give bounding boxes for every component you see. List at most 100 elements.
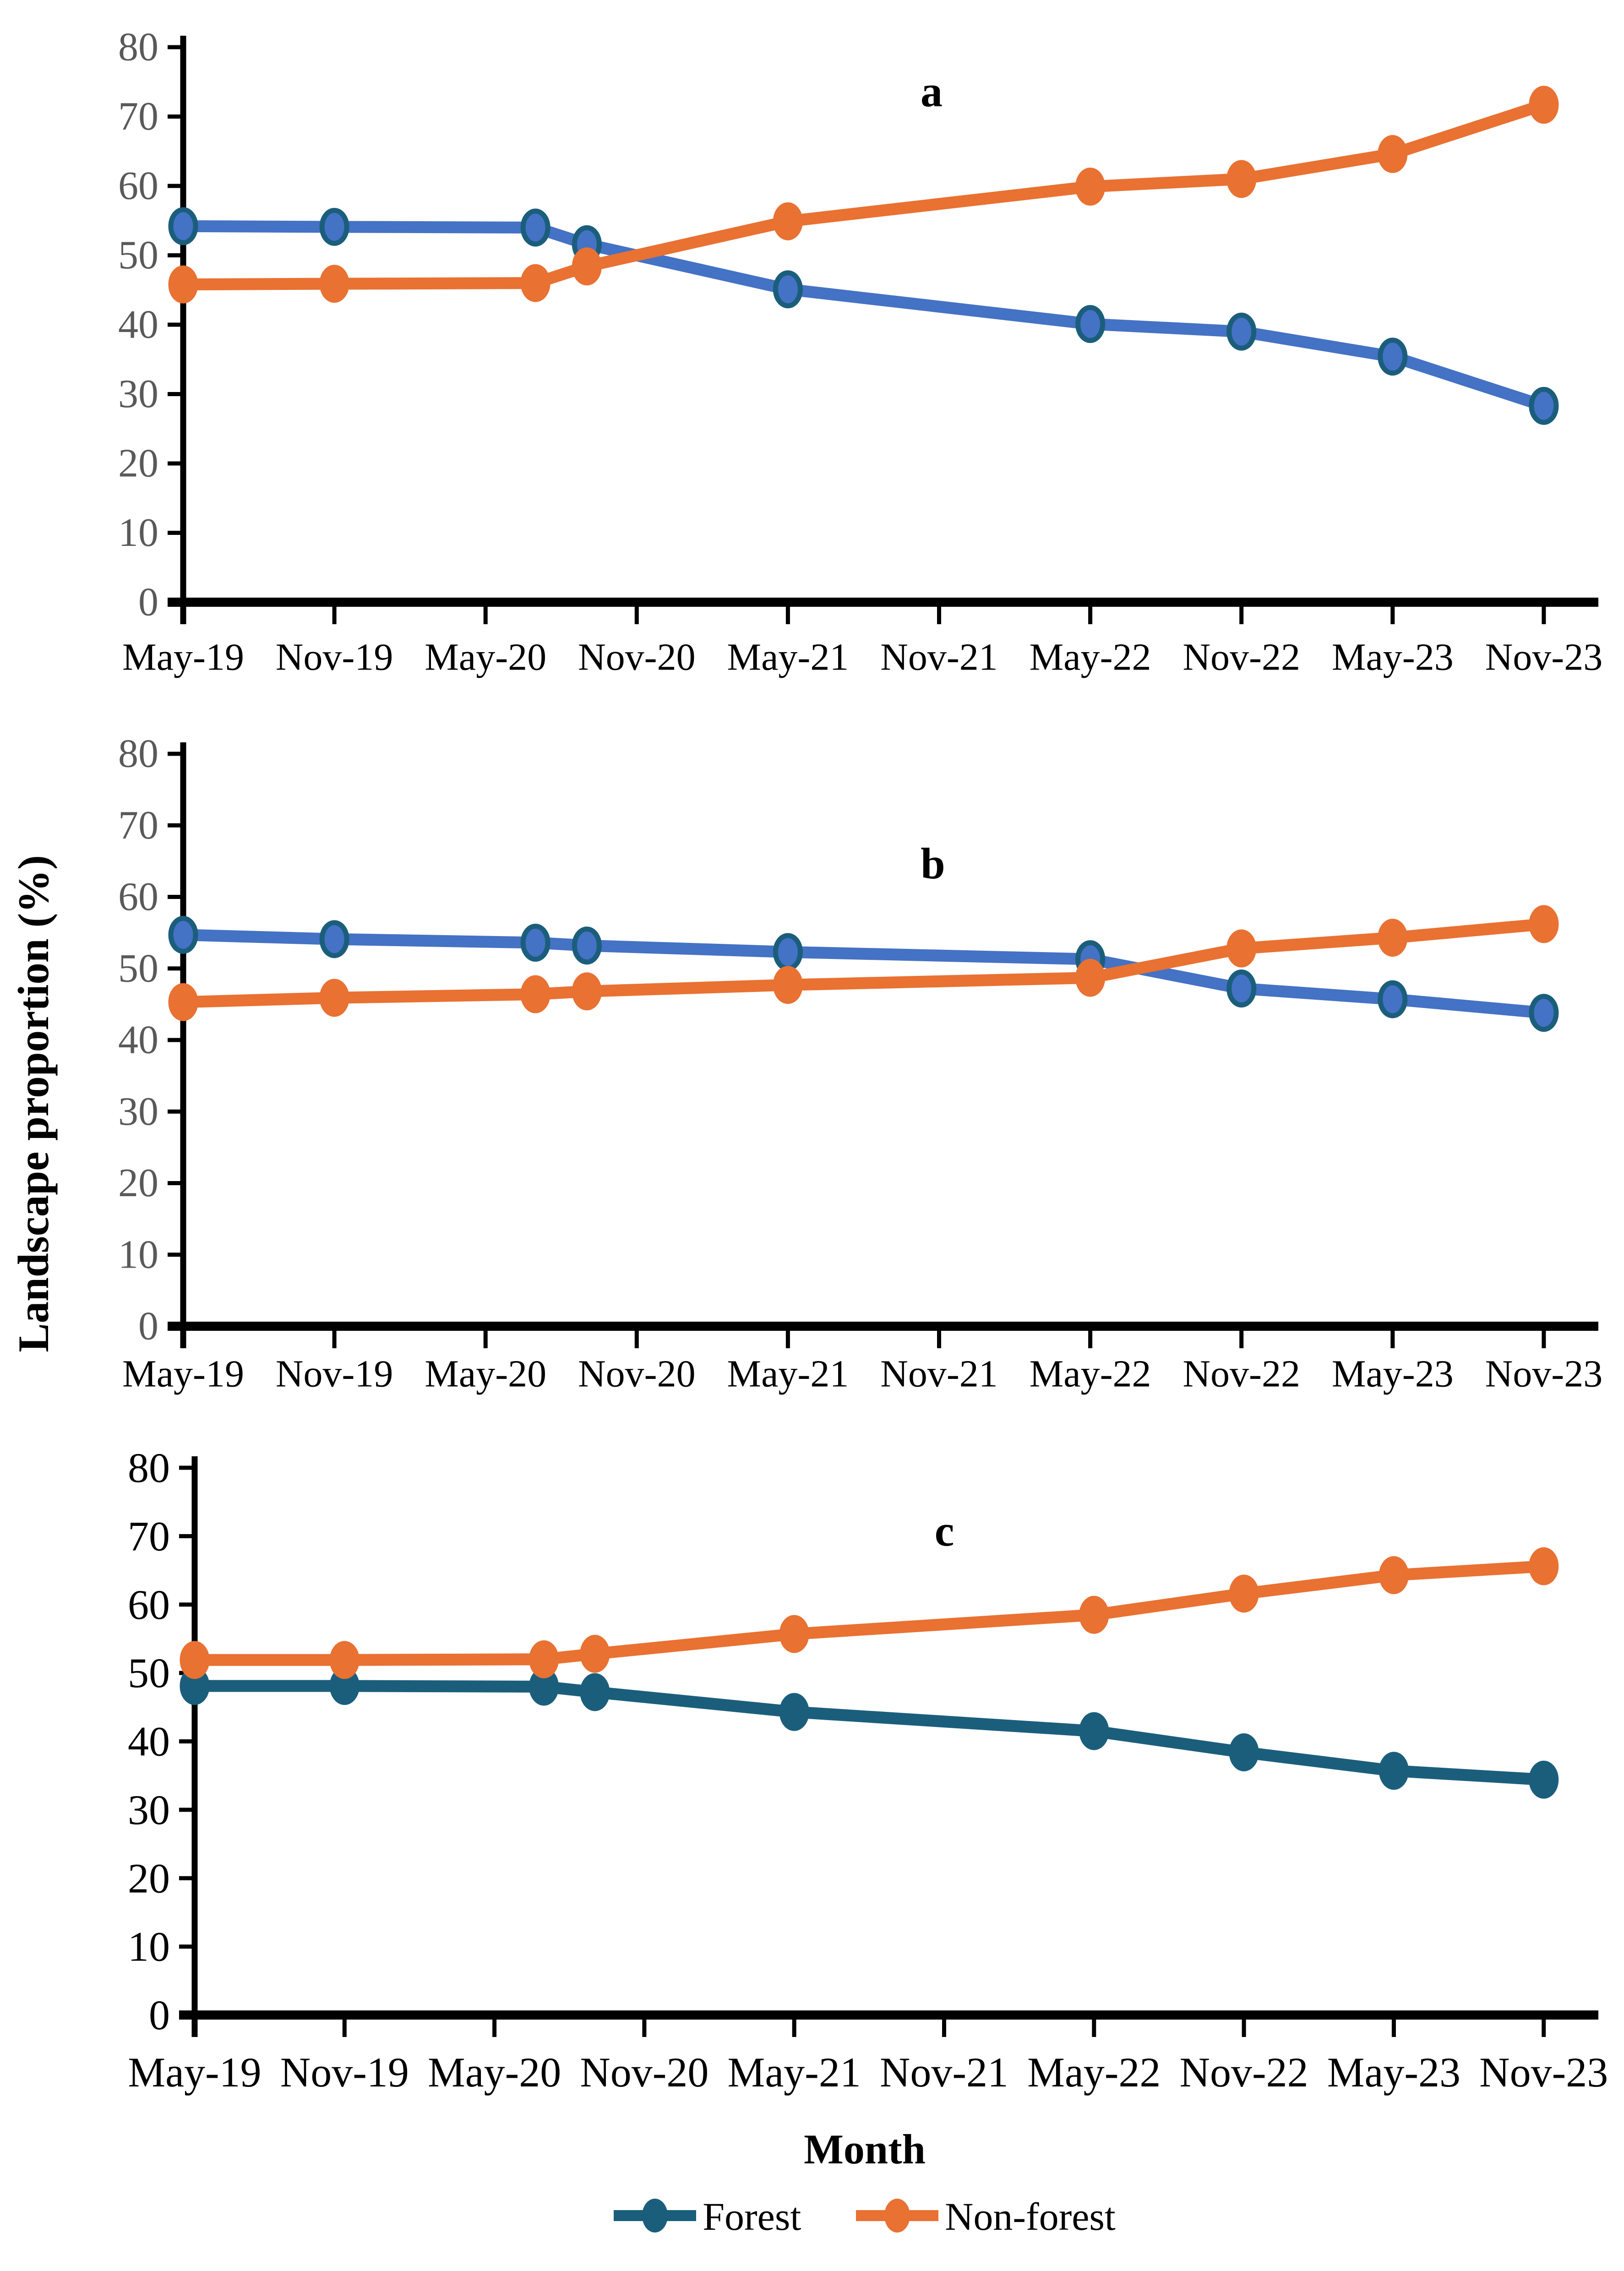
forest-marker xyxy=(1529,994,1559,1032)
forest-marker xyxy=(1075,305,1106,343)
forest-marker xyxy=(1379,1752,1409,1790)
non-forest-marker xyxy=(1378,919,1408,957)
x-tick-label: Nov-23 xyxy=(1485,1353,1603,1395)
panel-label-a: a xyxy=(921,67,943,116)
forest-marker xyxy=(1378,338,1408,376)
forest-marker xyxy=(1529,387,1559,425)
x-tick-label: Nov-21 xyxy=(880,1353,998,1395)
panel-label-b: b xyxy=(921,839,945,888)
y-axis-title: Landscape proportion (%) xyxy=(9,855,58,1352)
x-tick-label: May-19 xyxy=(122,636,244,679)
non-forest-marker xyxy=(1226,160,1257,198)
legend-label-forest: Forest xyxy=(703,2195,801,2238)
legend-item-non-forest: Non-forest xyxy=(856,2194,1116,2239)
y-tick-label: 50 xyxy=(118,233,158,278)
x-tick-label: May-22 xyxy=(1030,636,1151,679)
y-tick-label: 40 xyxy=(128,1718,170,1765)
non-forest-line-marker-icon xyxy=(856,2195,939,2238)
forest-marker xyxy=(1079,1712,1109,1750)
x-tick-label: May-22 xyxy=(1027,2049,1161,2096)
x-tick-label: May-23 xyxy=(1332,636,1454,679)
non-forest-marker xyxy=(1529,1547,1559,1585)
legend-label-non-forest: Non-forest xyxy=(945,2195,1116,2238)
chart-c: 0 10 20 30 40 50 60 70 80 May-19 Nov-19 May-20 Nov-2… xyxy=(128,1444,1608,2096)
y-tick-label: 80 xyxy=(118,732,158,776)
legend-swatch-marker xyxy=(642,2198,668,2233)
x-tick-label: Nov-21 xyxy=(880,2049,1008,2096)
non-forest-marker xyxy=(773,202,803,240)
x-tick-label: May-20 xyxy=(425,636,546,679)
x-axis-title: Month xyxy=(804,2126,926,2173)
y-tick-label: 10 xyxy=(118,511,158,555)
non-forest-marker xyxy=(572,247,602,286)
panel-label-c: c xyxy=(935,1506,954,1555)
y-tick-label: 70 xyxy=(128,1513,170,1559)
legend-swatch-svg xyxy=(614,2198,697,2233)
forest-marker xyxy=(168,207,198,245)
x-tick-label: May-19 xyxy=(128,2049,261,2096)
x-tick-label: Nov-22 xyxy=(1180,2049,1308,2096)
non-forest-marker xyxy=(529,1640,559,1678)
forest-marker xyxy=(1226,969,1257,1008)
non-forest-marker xyxy=(1079,1596,1109,1634)
x-tick-label: Nov-19 xyxy=(276,636,393,679)
y-tick-label: 0 xyxy=(138,1304,158,1349)
legend-swatch-marker xyxy=(884,2198,910,2233)
non-forest-line-a xyxy=(183,99,1546,291)
forest-marker xyxy=(319,920,349,959)
non-forest-marker xyxy=(1229,1574,1259,1613)
forest-marker xyxy=(773,270,803,309)
y-tick-label: 40 xyxy=(118,303,158,347)
forest-marker xyxy=(1378,980,1408,1018)
forest-line-a xyxy=(183,220,1546,412)
x-tick-label: Nov-19 xyxy=(276,1353,393,1395)
non-forest-marker xyxy=(572,972,602,1011)
x-tick-label: May-21 xyxy=(727,636,849,679)
y-tick-label: 30 xyxy=(128,1786,170,1833)
x-tick-label: Nov-22 xyxy=(1183,636,1300,679)
forest-marker xyxy=(520,208,550,247)
non-forest-marker xyxy=(1379,1556,1409,1595)
x-tick-label: Nov-20 xyxy=(580,2049,708,2096)
forest-marker xyxy=(1529,1760,1559,1799)
non-forest-marker xyxy=(180,1641,210,1679)
non-forest-marker xyxy=(520,975,550,1013)
y-tick-label: 30 xyxy=(118,1089,158,1134)
non-forest-marker xyxy=(168,265,198,304)
forest-line-c xyxy=(195,1680,1544,1786)
x-tick-label: May-21 xyxy=(728,2049,861,2096)
x-tick-label: May-21 xyxy=(727,1353,849,1395)
x-tick-label: Nov-20 xyxy=(578,1353,696,1395)
forest-marker xyxy=(773,933,803,971)
non-forest-marker xyxy=(168,983,198,1021)
forest-marker xyxy=(168,915,198,954)
non-forest-marker xyxy=(1075,168,1106,206)
legend-swatch-svg xyxy=(856,2198,939,2233)
forest-marker xyxy=(580,1673,610,1711)
non-forest-marker xyxy=(520,264,550,302)
non-forest-marker xyxy=(1529,905,1559,943)
y-tick-label: 70 xyxy=(118,94,158,139)
y-tick-label: 50 xyxy=(118,946,158,991)
chart-b: 0 10 20 30 40 50 60 70 80 May-19 Nov-19 May-20 Nov-2… xyxy=(118,732,1602,1395)
x-tick-label: Nov-20 xyxy=(578,636,696,679)
y-tick-label: 60 xyxy=(118,875,158,919)
non-forest-marker xyxy=(1378,135,1408,173)
x-tick-label: Nov-22 xyxy=(1183,1353,1300,1395)
y-tick-label: 0 xyxy=(138,580,158,625)
legend-item-forest: Forest xyxy=(614,2194,801,2239)
y-tick-label: 20 xyxy=(128,1855,170,1901)
legend: Forest Non-forest xyxy=(0,2194,1624,2239)
x-tick-label: May-22 xyxy=(1030,1353,1151,1395)
y-tick-label: 80 xyxy=(128,1444,170,1491)
forest-marker xyxy=(779,1693,809,1731)
forest-marker xyxy=(520,924,550,962)
x-tick-label: Nov-21 xyxy=(880,636,998,679)
non-forest-line-c xyxy=(195,1560,1544,1666)
y-tick-label: 80 xyxy=(118,25,158,70)
x-tick-label: May-20 xyxy=(425,1353,546,1395)
non-forest-marker xyxy=(1226,929,1257,968)
y-tick-label: 70 xyxy=(118,803,158,848)
non-forest-marker xyxy=(319,265,349,303)
